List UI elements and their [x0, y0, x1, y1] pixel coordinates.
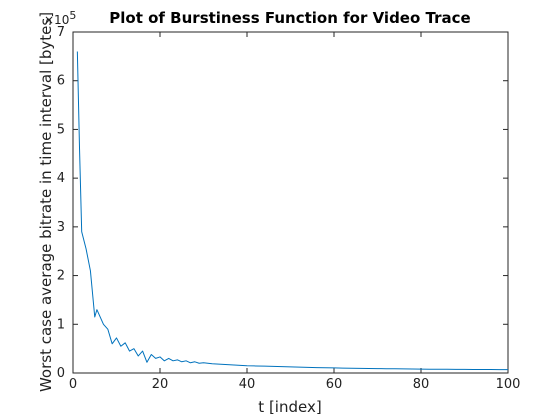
y-exponent-power: 5: [69, 9, 76, 22]
y-tick-label: 5: [57, 122, 65, 137]
x-tick-label: 80: [413, 377, 430, 392]
x-tick-label: 60: [326, 377, 343, 392]
y-exponent-label: ×105: [44, 9, 76, 27]
x-axis-ticks: 0 20 40 60 80 100: [69, 32, 521, 392]
x-tick-label: 0: [69, 377, 77, 392]
series-group: [76, 51, 508, 371]
x-tick-label: 40: [239, 377, 256, 392]
series-line-0: [76, 51, 508, 371]
y-tick-label: 4: [57, 171, 65, 186]
y-axis-ticks: 0 1 2 3 4 5 6 7: [57, 25, 508, 381]
chart-title: Plot of Burstiness Function for Video Tr…: [109, 9, 470, 27]
y-tick-label: 7: [57, 25, 65, 40]
x-axis-label: t [index]: [258, 398, 321, 416]
y-tick-label: 3: [57, 220, 65, 235]
y-exponent-base: ×10: [44, 13, 69, 27]
plot-area: [72, 31, 509, 374]
y-tick-label: 0: [57, 366, 65, 381]
x-tick-label: 100: [496, 377, 521, 392]
y-axis-label: Worst case average bitrate in time inter…: [37, 12, 55, 392]
y-tick-label: 2: [57, 269, 65, 284]
x-tick-label: 20: [152, 377, 169, 392]
y-tick-label: 6: [57, 74, 65, 89]
y-tick-label: 1: [57, 317, 65, 332]
